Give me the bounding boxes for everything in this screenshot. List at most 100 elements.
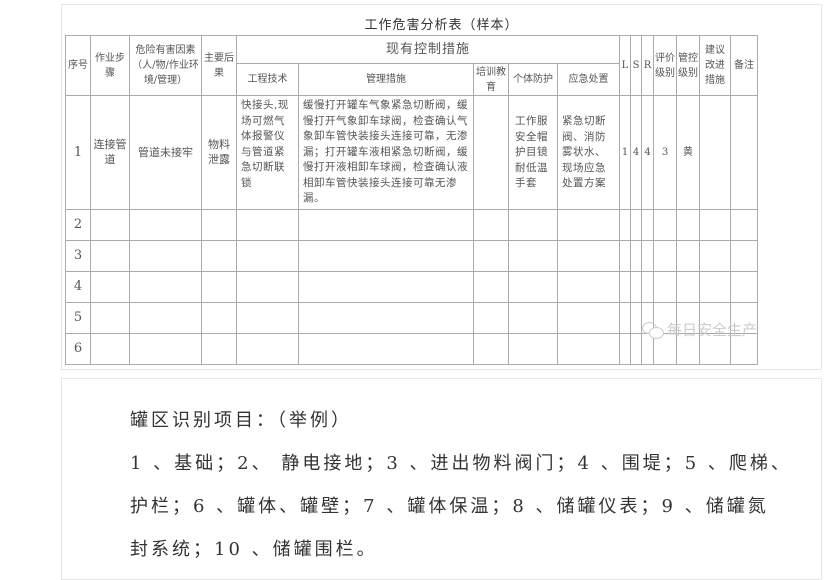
header-control-level: 管控级别 xyxy=(676,35,700,96)
empty-cell xyxy=(619,270,631,303)
empty-cell xyxy=(630,208,642,241)
cell-seq: 6 xyxy=(65,332,91,365)
empty-cell xyxy=(298,270,474,303)
tank-section-text: 罐区识别项目：（举例） 1 、基础；2、 静电接地；3 、进出物料阀门；4 、围… xyxy=(130,399,792,571)
empty-cell xyxy=(730,208,758,241)
header-emergency: 应急处置 xyxy=(557,63,620,96)
cell-seq: 5 xyxy=(65,301,91,334)
empty-cell xyxy=(473,301,509,334)
empty-cell xyxy=(201,208,237,241)
empty-cell xyxy=(699,332,731,365)
empty-cell xyxy=(630,301,642,334)
empty-cell xyxy=(557,239,620,272)
cell-management: 缓慢打开罐车气象紧急切断阀，缓慢打开气象卸车球阀，检查确认气象卸车管快装接头连接… xyxy=(298,95,474,210)
cell-S: 4 xyxy=(630,95,642,210)
empty-cell xyxy=(653,270,677,303)
header-seq: 序号 xyxy=(65,35,91,96)
table-row: 3 xyxy=(65,239,758,272)
header-training: 培训教育 xyxy=(473,63,509,96)
empty-cell xyxy=(298,208,474,241)
cell-eval-level: 3 xyxy=(653,95,677,210)
cell-control-level: 黄 xyxy=(676,95,700,210)
cell-L: 1 xyxy=(619,95,631,210)
tank-section-heading: 罐区识别项目：（举例） xyxy=(130,410,352,431)
header-consequence: 主要后果 xyxy=(201,35,237,96)
empty-cell xyxy=(676,208,700,241)
empty-cell xyxy=(508,301,558,334)
empty-cell xyxy=(508,332,558,365)
tank-section-line: 护栏；6 、罐体、罐壁；7 、罐体保温；8 、储罐仪表；9 、储罐氮 xyxy=(130,496,769,517)
cell-seq: 2 xyxy=(65,208,91,241)
watermark: 每日安全生产 xyxy=(642,319,757,340)
header-ppe: 个体防护 xyxy=(508,63,558,96)
tank-section-panel: 罐区识别项目：（举例） 1 、基础；2、 静电接地；3 、进出物料阀门；4 、围… xyxy=(61,378,822,580)
empty-cell xyxy=(508,270,558,303)
wechat-icon xyxy=(642,321,664,339)
cell-training xyxy=(473,95,509,210)
empty-cell xyxy=(298,239,474,272)
empty-cell xyxy=(90,332,130,365)
header-engineering: 工程技术 xyxy=(236,63,299,96)
empty-cell xyxy=(619,208,631,241)
empty-cell xyxy=(653,208,677,241)
empty-cell xyxy=(557,270,620,303)
empty-cell xyxy=(730,239,758,272)
header-controls: 现有控制措施 xyxy=(236,35,620,64)
header-eval-level: 评价级别 xyxy=(653,35,677,96)
empty-cell xyxy=(90,208,130,241)
empty-cell xyxy=(90,239,130,272)
empty-cell xyxy=(641,208,654,241)
empty-cell xyxy=(129,208,202,241)
empty-cell xyxy=(699,301,731,334)
empty-cell xyxy=(619,301,631,334)
empty-cell xyxy=(201,239,237,272)
empty-cell xyxy=(730,332,758,365)
header-remarks: 备注 xyxy=(730,35,758,96)
cell-step: 连接管道 xyxy=(90,95,130,210)
empty-cell xyxy=(236,301,299,334)
empty-cell xyxy=(236,239,299,272)
empty-cell xyxy=(90,301,130,334)
empty-cell xyxy=(201,301,237,334)
table-row: 1 连接管道 管道未接牢 物料泄露 快接头,现场可燃气体报警仪与管道紧急切断联锁… xyxy=(65,95,758,210)
header-improve: 建议改进措施 xyxy=(699,35,731,96)
empty-cell xyxy=(473,332,509,365)
cell-engineering: 快接头,现场可燃气体报警仪与管道紧急切断联锁 xyxy=(236,95,299,210)
tank-section-line: 封系统；10 、储罐围栏。 xyxy=(130,539,378,560)
header-step: 作业步骤 xyxy=(90,35,130,96)
empty-cell xyxy=(236,270,299,303)
hazard-analysis-table: 序号 作业步骤 危险有害因素（人/物/作业环境/管理） 主要后果 现有控制措施 … xyxy=(65,35,758,365)
header-hazard: 危险有害因素（人/物/作业环境/管理） xyxy=(129,35,202,96)
empty-cell xyxy=(641,270,654,303)
empty-cell xyxy=(699,208,731,241)
table-title: 工作危害分析表（样本） xyxy=(364,18,519,33)
empty-cell xyxy=(676,239,700,272)
watermark-text: 每日安全生产 xyxy=(667,321,758,339)
table-row: 4 xyxy=(65,270,758,303)
empty-cell xyxy=(730,270,758,303)
empty-cell xyxy=(630,332,642,365)
empty-cell xyxy=(508,208,558,241)
empty-cell xyxy=(676,270,700,303)
cell-hazard: 管道未接牢 xyxy=(129,95,202,210)
cell-R: 4 xyxy=(641,95,654,210)
empty-cell xyxy=(653,239,677,272)
empty-cell xyxy=(201,270,237,303)
empty-cell xyxy=(129,301,202,334)
header-L: L xyxy=(619,35,631,96)
table-row: 5 xyxy=(65,301,758,334)
empty-cell xyxy=(630,270,642,303)
empty-cell xyxy=(298,332,474,365)
empty-cell xyxy=(201,332,237,365)
table-row: 2 xyxy=(65,208,758,241)
empty-cell xyxy=(630,239,642,272)
empty-cell xyxy=(699,239,731,272)
cell-seq: 3 xyxy=(65,239,91,272)
empty-cell xyxy=(473,270,509,303)
empty-cell xyxy=(129,239,202,272)
empty-cell xyxy=(557,332,620,365)
empty-cell xyxy=(557,301,620,334)
cell-remarks xyxy=(730,95,758,210)
header-management: 管理措施 xyxy=(298,63,474,96)
cell-consequence: 物料泄露 xyxy=(201,95,237,210)
